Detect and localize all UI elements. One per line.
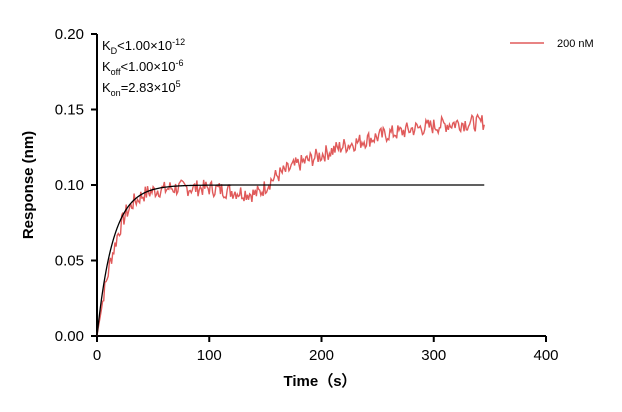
x-tick-label: 100 <box>197 347 222 364</box>
kinetic-annotation: Koff<1.00×10-6 <box>102 58 183 77</box>
x-tick-label: 400 <box>533 347 558 364</box>
x-ticks: 0 100 200 300 400 <box>93 336 559 364</box>
kinetic-annotations: KD<1.00×10-12 Koff<1.00×10-6 Kon=2.83×105 <box>102 37 185 98</box>
legend-label: 200 nM <box>557 38 594 50</box>
fit-curve-line <box>96 184 485 337</box>
series-200nm-line <box>96 113 485 337</box>
x-tick-label: 0 <box>93 347 101 364</box>
y-tick-label: 0.10 <box>55 177 84 194</box>
y-tick-label: 0.05 <box>55 253 84 270</box>
x-tick-label: 300 <box>421 347 446 364</box>
kinetic-annotation: Kon=2.83×105 <box>102 79 181 98</box>
kinetic-annotation: KD<1.00×10-12 <box>102 37 185 56</box>
series-layer <box>96 113 485 337</box>
y-tick-label: 0.20 <box>55 26 84 43</box>
legend: 200 nM <box>510 38 594 50</box>
y-tick-label: 0.15 <box>55 102 84 119</box>
y-tick-label: 0.00 <box>55 328 84 345</box>
x-tick-label: 200 <box>309 347 334 364</box>
x-axis-title: Time（s） <box>283 372 356 390</box>
y-axis-title: Response (nm) <box>20 131 37 239</box>
y-ticks: 0.00 0.05 0.10 0.15 0.20 <box>55 26 97 345</box>
